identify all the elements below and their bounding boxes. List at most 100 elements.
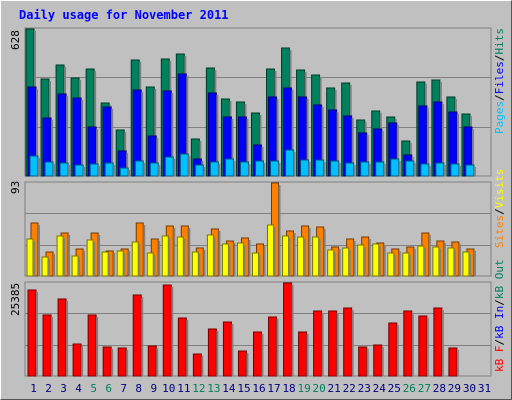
pages-bar-17 bbox=[270, 160, 280, 177]
day-label-3: 3 bbox=[60, 382, 67, 395]
sites-bar-2-shadow bbox=[53, 254, 56, 276]
sites-bar-20-shadow bbox=[323, 229, 326, 276]
pages-bar-22 bbox=[345, 162, 355, 177]
visits-bar-4-shadow bbox=[78, 258, 81, 276]
pages-bar-12-shadow bbox=[203, 167, 206, 176]
pages-bar-28 bbox=[435, 162, 445, 177]
visits-bar-14-shadow bbox=[228, 246, 231, 276]
files-bar-24-shadow bbox=[381, 131, 384, 176]
hits-legend-hits: Hits bbox=[493, 28, 506, 55]
visits-bar-6 bbox=[101, 251, 109, 277]
pages-bar-21 bbox=[330, 160, 340, 177]
visits-bar-11 bbox=[176, 236, 184, 277]
pages-bar-8 bbox=[134, 160, 144, 177]
pages-bar-17-shadow bbox=[278, 163, 281, 176]
day-label-23: 23 bbox=[358, 382, 371, 395]
pages-bar-10 bbox=[164, 156, 174, 177]
visits-legend-sites: Sites bbox=[493, 214, 506, 248]
sites-bar-14-shadow bbox=[233, 243, 236, 276]
pages-bar-30-shadow bbox=[473, 167, 476, 176]
visits-bar-1-shadow bbox=[33, 241, 35, 276]
files-bar-15-shadow bbox=[246, 119, 249, 176]
kb-f-bar-9-shadow bbox=[156, 348, 159, 376]
kb-f-bar-29-shadow bbox=[456, 350, 459, 376]
visits-bar-17 bbox=[267, 224, 275, 277]
visits-bar-24 bbox=[372, 243, 380, 277]
visits-bar-16 bbox=[251, 252, 259, 277]
pages-bar-11-shadow bbox=[188, 156, 191, 176]
pages-bar-19-shadow bbox=[308, 162, 311, 176]
visits-bar-15 bbox=[236, 242, 244, 277]
visits-bar-10-shadow bbox=[168, 238, 171, 276]
kb-f-bar-22 bbox=[343, 307, 353, 377]
visits-bar-27 bbox=[417, 245, 425, 277]
files-bar-28-shadow bbox=[441, 104, 444, 176]
day-label-25: 25 bbox=[388, 382, 401, 395]
files-bar-23-shadow bbox=[366, 135, 369, 176]
files-bar-25-shadow bbox=[396, 125, 399, 176]
kb-f-bar-10-shadow bbox=[171, 287, 174, 376]
visits-bar-28-shadow bbox=[438, 249, 441, 276]
day-label-15: 15 bbox=[237, 382, 250, 395]
pages-bar-27-shadow bbox=[428, 166, 431, 176]
pages-bar-9-shadow bbox=[158, 165, 161, 176]
visits-bar-21 bbox=[327, 249, 335, 277]
visits-ymax-label: 93 bbox=[9, 180, 22, 194]
pages-bar-12 bbox=[194, 164, 204, 177]
visits-bar-20 bbox=[312, 236, 320, 277]
kb-f-bar-26 bbox=[403, 310, 413, 377]
hits-legend-sep1: / bbox=[493, 94, 506, 101]
sites-bar-12-shadow bbox=[203, 250, 206, 276]
kb-f-bar-1-shadow bbox=[36, 292, 38, 376]
sites-bar-27-shadow bbox=[428, 235, 431, 276]
pages-bar-1 bbox=[29, 155, 39, 177]
pages-bar-14-shadow bbox=[233, 161, 236, 176]
kb-f-bar-16-shadow bbox=[261, 334, 264, 376]
pages-bar-3-shadow bbox=[68, 165, 71, 176]
sites-bar-7-shadow bbox=[128, 251, 131, 276]
pages-bar-2 bbox=[44, 161, 54, 177]
kb-f-bar-13 bbox=[207, 328, 217, 377]
pages-bar-5-shadow bbox=[98, 166, 101, 176]
visits-bar-26-shadow bbox=[408, 255, 411, 276]
pages-bar-21-shadow bbox=[338, 163, 341, 176]
chart-title: Daily usage for November 2011 bbox=[19, 8, 229, 22]
sites-bar-1-shadow bbox=[38, 225, 40, 276]
visits-bar-19-shadow bbox=[303, 239, 306, 276]
pages-bar-24-shadow bbox=[383, 164, 386, 176]
visits-bar-27-shadow bbox=[423, 248, 426, 276]
sites-bar-5-shadow bbox=[98, 235, 101, 276]
kb-f-bar-21-shadow bbox=[336, 313, 339, 376]
day-label-12: 12 bbox=[192, 382, 205, 395]
files-bar-22-shadow bbox=[351, 118, 354, 176]
pages-bar-24 bbox=[375, 161, 385, 177]
day-label-28: 28 bbox=[433, 382, 446, 395]
kb-f-bar-5 bbox=[87, 314, 97, 377]
files-bar-29-shadow bbox=[456, 114, 459, 176]
pages-bar-26 bbox=[405, 160, 415, 177]
visits-bar-13-shadow bbox=[213, 237, 216, 276]
kb-f-bar-12 bbox=[192, 353, 202, 377]
visits-bar-19 bbox=[297, 236, 305, 277]
day-label-22: 22 bbox=[343, 382, 356, 395]
kb-f-bar-7 bbox=[117, 347, 127, 377]
kb-f-bar-17-shadow bbox=[276, 319, 279, 376]
kb-f-bar-15-shadow bbox=[246, 353, 249, 376]
visits-bar-7 bbox=[116, 250, 124, 277]
kbytes-legend-sep1: / bbox=[493, 338, 506, 346]
kb-f-bar-14-shadow bbox=[231, 324, 234, 376]
hits-ymax-label: 628 bbox=[9, 30, 22, 50]
kb-f-bar-4-shadow bbox=[81, 346, 84, 376]
day-label-19: 19 bbox=[297, 382, 310, 395]
hits-legend-sep2: / bbox=[493, 54, 506, 62]
files-bar-18-shadow bbox=[291, 90, 294, 176]
files-bar-10-shadow bbox=[171, 93, 174, 176]
sites-bar-13-shadow bbox=[218, 231, 221, 276]
hits-legend: Pages/Files/Hits bbox=[493, 28, 506, 134]
files-bar-30-shadow bbox=[471, 129, 474, 176]
pages-bar-19 bbox=[300, 159, 310, 177]
pages-bar-6 bbox=[104, 162, 114, 177]
kbytes-legend-kb_in: kB In bbox=[493, 305, 506, 339]
kb-f-bar-16 bbox=[252, 331, 262, 377]
kb-f-bar-20-shadow bbox=[321, 313, 324, 376]
